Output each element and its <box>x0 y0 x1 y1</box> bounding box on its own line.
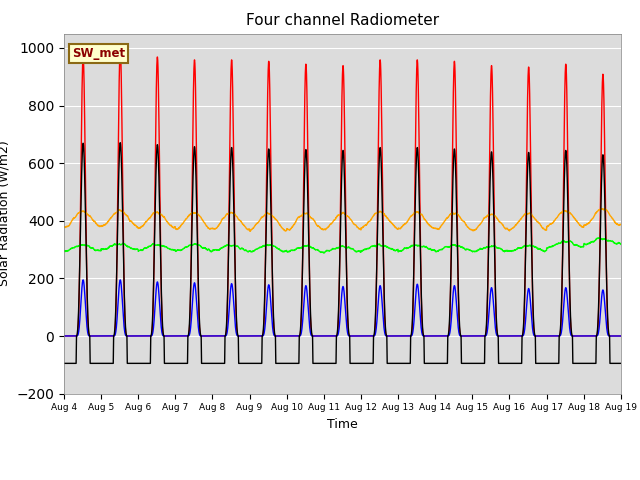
Title: Four channel Radiometer: Four channel Radiometer <box>246 13 439 28</box>
LW_out <box>617 221 625 227</box>
LW_in <box>322 248 330 254</box>
Y-axis label: Solar Radiation (W/m2): Solar Radiation (W/m2) <box>0 141 11 287</box>
LW_out <box>60 225 68 230</box>
SW_in <box>616 333 624 339</box>
LW_in <box>467 248 475 254</box>
SW_out <box>495 333 502 339</box>
Rnet <box>436 360 444 366</box>
LW_in <box>320 250 328 256</box>
LW_in <box>160 243 168 249</box>
SW_out <box>467 333 475 339</box>
LW_in <box>617 241 625 247</box>
Rnet <box>499 360 507 366</box>
LW_in <box>499 248 507 253</box>
X-axis label: Time: Time <box>327 418 358 431</box>
Rnet <box>161 351 168 357</box>
SW_in <box>467 333 475 339</box>
Rnet <box>617 360 625 366</box>
LW_out <box>499 222 507 228</box>
SW_out <box>617 333 625 339</box>
SW_in <box>60 333 68 339</box>
SW_out <box>499 333 507 339</box>
Rnet <box>468 360 476 366</box>
LW_out <box>246 228 253 234</box>
SW_in <box>606 333 614 339</box>
LW_out <box>467 227 475 232</box>
Rnet <box>322 360 330 366</box>
LW_in <box>436 247 444 252</box>
Rnet <box>60 360 68 366</box>
LW_out <box>436 224 444 230</box>
Line: SW_out: SW_out <box>64 280 621 336</box>
LW_out <box>322 227 330 232</box>
SW_in <box>322 333 330 339</box>
LW_out <box>598 205 605 211</box>
LW_in <box>616 241 624 247</box>
SW_in <box>436 333 444 339</box>
LW_out <box>616 222 624 228</box>
SW_out <box>60 333 68 339</box>
LW_out <box>160 214 168 220</box>
Line: SW_in: SW_in <box>64 48 621 336</box>
SW_out <box>161 333 168 339</box>
Rnet <box>616 360 624 366</box>
Rnet <box>116 140 124 145</box>
SW_in <box>161 333 168 339</box>
Line: LW_out: LW_out <box>64 208 621 231</box>
Line: Rnet: Rnet <box>64 143 621 363</box>
SW_out <box>436 333 444 339</box>
Legend: SW_in, SW_out, LW_in, LW_out, Rnet, Rnet: SW_in, SW_out, LW_in, LW_out, Rnet, Rnet <box>132 476 553 480</box>
SW_in <box>617 333 625 339</box>
SW_out <box>616 333 624 339</box>
Text: SW_met: SW_met <box>72 47 125 60</box>
Line: LW_in: LW_in <box>64 238 621 253</box>
SW_in <box>116 46 124 51</box>
SW_out <box>322 333 330 339</box>
LW_in <box>596 235 604 241</box>
LW_in <box>60 248 68 254</box>
Rnet <box>86 360 94 366</box>
SW_out <box>116 277 124 283</box>
SW_in <box>499 333 507 339</box>
